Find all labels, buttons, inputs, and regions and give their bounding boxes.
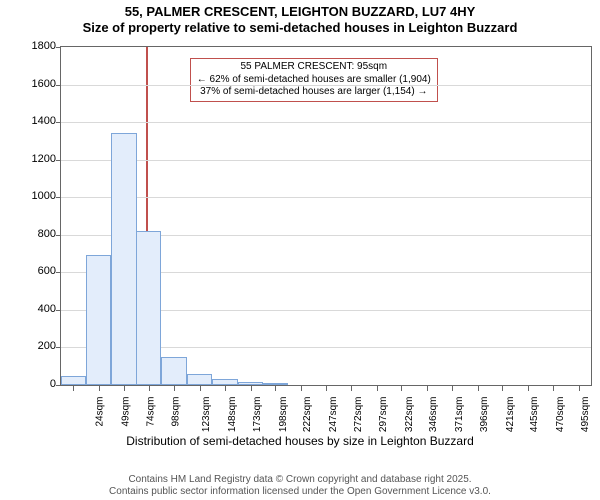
chart-title-sub: Size of property relative to semi-detach… <box>0 20 600 36</box>
y-tick: 1200 <box>32 153 56 165</box>
annotation-box: 55 PALMER CRESCENT: 95sqm ← 62% of semi-… <box>190 58 438 102</box>
histogram-bar <box>86 255 111 385</box>
y-tick: 600 <box>38 265 56 277</box>
y-tick: 1800 <box>32 40 56 52</box>
chart-title: 55, PALMER CRESCENT, LEIGHTON BUZZARD, L… <box>0 4 600 37</box>
y-tick: 1000 <box>32 190 56 202</box>
grid-line <box>61 85 591 86</box>
grid-line <box>61 197 591 198</box>
annotation-line-1: 55 PALMER CRESCENT: 95sqm <box>197 61 431 74</box>
histogram-bar <box>161 357 186 385</box>
x-axis-label: Distribution of semi-detached houses by … <box>0 434 600 448</box>
x-tick: 74sqm <box>146 397 157 427</box>
annotation-line-3: 37% of semi-detached houses are larger (… <box>197 86 431 99</box>
x-tick: 198sqm <box>278 397 289 433</box>
x-tick: 24sqm <box>95 397 106 427</box>
x-tick: 445sqm <box>529 397 540 433</box>
histogram-bar <box>111 133 136 385</box>
x-tick: 421sqm <box>505 397 516 433</box>
grid-line <box>61 160 591 161</box>
x-tick: 98sqm <box>170 397 181 427</box>
y-tick: 800 <box>38 228 56 240</box>
histogram-bar <box>238 382 263 385</box>
y-tick-labels: 020040060080010001200140016001800 <box>0 46 60 384</box>
x-tick: 272sqm <box>353 397 364 433</box>
x-tick: 148sqm <box>227 397 238 433</box>
grid-line <box>61 122 591 123</box>
y-tick: 1600 <box>32 78 56 90</box>
x-tick: 49sqm <box>120 397 131 427</box>
footer-attribution: Contains HM Land Registry data © Crown c… <box>0 474 600 498</box>
histogram-bar <box>187 374 212 385</box>
histogram-bar <box>136 231 161 385</box>
x-tick: 495sqm <box>580 397 591 433</box>
x-tick: 173sqm <box>252 397 263 433</box>
x-tick: 247sqm <box>328 397 339 433</box>
x-tick: 222sqm <box>302 397 313 433</box>
footer-line-1: Contains HM Land Registry data © Crown c… <box>0 474 600 486</box>
x-tick: 346sqm <box>429 397 440 433</box>
y-tick: 0 <box>50 378 56 390</box>
y-tick: 400 <box>38 303 56 315</box>
plot-area: 55 PALMER CRESCENT: 95sqm ← 62% of semi-… <box>60 46 592 386</box>
x-tick: 396sqm <box>479 397 490 433</box>
x-tick: 470sqm <box>555 397 566 433</box>
x-tick: 123sqm <box>201 397 212 433</box>
histogram-bar <box>212 379 237 385</box>
footer-line-2: Contains public sector information licen… <box>0 486 600 498</box>
x-tick: 371sqm <box>454 397 465 433</box>
histogram-bar <box>262 383 287 385</box>
x-tick: 322sqm <box>404 397 415 433</box>
chart-title-main: 55, PALMER CRESCENT, LEIGHTON BUZZARD, L… <box>0 4 600 20</box>
y-tick: 1400 <box>32 115 56 127</box>
histogram-bar <box>61 376 86 385</box>
property-size-chart: 55, PALMER CRESCENT, LEIGHTON BUZZARD, L… <box>0 0 600 500</box>
x-tick: 297sqm <box>379 397 390 433</box>
y-tick: 200 <box>38 340 56 352</box>
